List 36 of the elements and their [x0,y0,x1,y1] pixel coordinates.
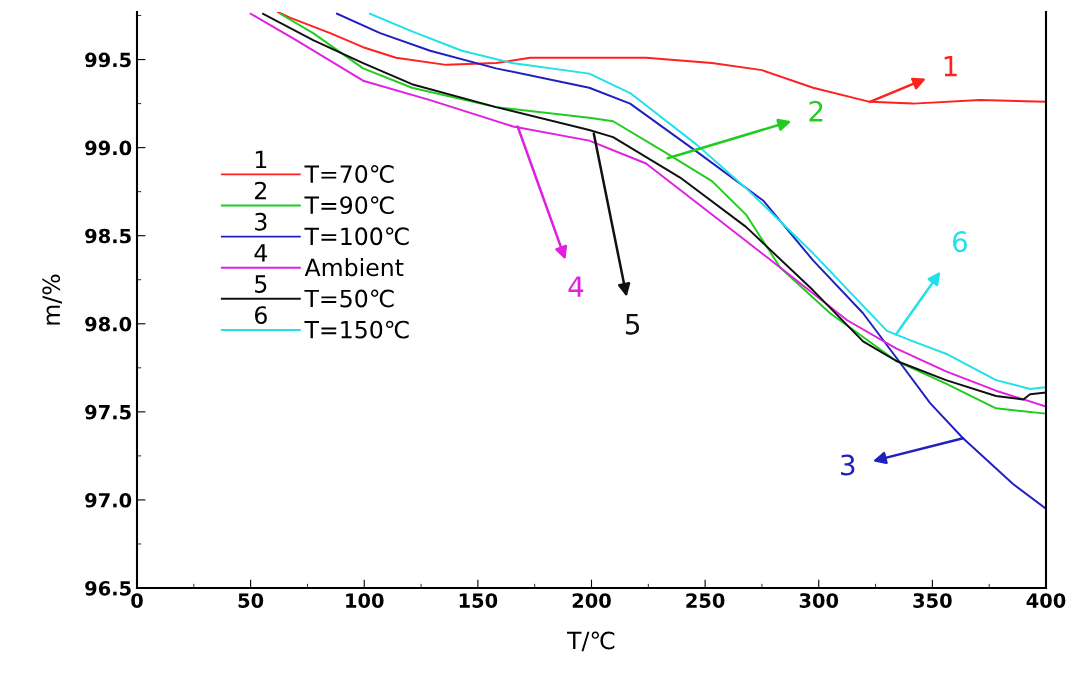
text: 6 [254,306,267,324]
annotation: 6 [953,231,967,253]
x-tick-label: 0 [131,593,143,608]
x-tick-label: 50 [238,593,264,608]
y-tick-label: 98.0 [85,316,132,332]
text: 5 [255,275,267,293]
annotation: 5 [625,314,640,335]
annotation: 3 [841,454,855,476]
x-tick-label: 250 [686,593,725,608]
legend-label: T=50℃ [304,289,394,308]
y-tick-label: 96.5 [85,580,131,596]
y-tick-label: 98.5 [85,228,131,244]
x-tick-label: 300 [799,593,839,608]
x-tick-label: 350 [913,593,952,608]
legend-label: T=150℃ [304,320,409,339]
legend-label: Ambient [304,258,404,277]
x-tick-label: 400 [1026,593,1066,608]
text: 3 [255,212,267,231]
legend-label: T=70℃ [304,165,394,183]
annotation: 1 [944,55,957,77]
y-tick-label: 99.0 [85,140,132,156]
x-tick-label: 100 [346,593,384,608]
annotation: 4 [568,276,584,297]
y-tick-label: 99.5 [85,52,131,68]
legend-label: T=90℃ [304,196,394,215]
y-tick-label: 97.0 [85,492,132,508]
text: 1 [255,150,267,169]
y-axis-title: m/% [42,274,62,325]
legend-label: T=100℃ [304,227,409,246]
annotation: 2 [809,100,823,122]
x-axis-title: T/℃ [566,631,615,652]
y-tick-label: 97.5 [85,404,131,420]
text: 4 [254,244,268,262]
x-tick-label: 200 [572,593,611,608]
x-tick-label: 150 [459,593,498,608]
text: 2 [255,181,266,200]
